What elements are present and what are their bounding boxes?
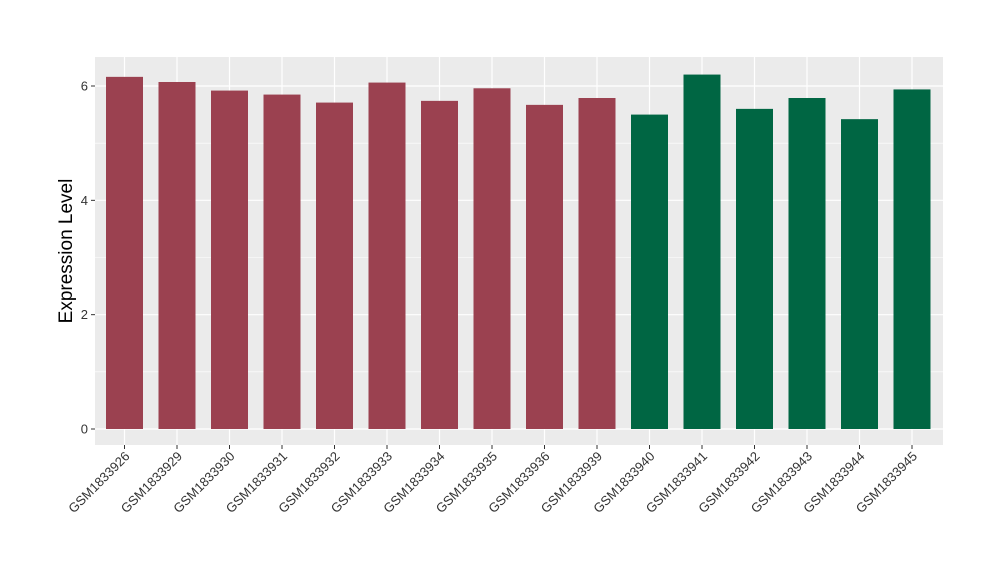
bar-GSM1833934 <box>421 100 458 429</box>
bar-GSM1833941 <box>683 74 721 430</box>
bar-GSM1833943 <box>788 98 826 429</box>
y-axis-title: Expression Level <box>56 179 77 324</box>
bar-GSM1833939 <box>578 98 616 429</box>
bar-GSM1833935 <box>473 88 511 429</box>
bars <box>106 74 931 430</box>
bar-GSM1833932 <box>316 102 353 429</box>
y-axis: 0 2 4 6 <box>81 79 95 437</box>
y-tick-label: 0 <box>81 422 88 437</box>
bar-GSM1833933 <box>368 82 406 429</box>
bar-GSM1833931 <box>263 94 301 429</box>
bar-GSM1833926 <box>106 76 143 429</box>
bar-GSM1833936 <box>526 104 563 430</box>
y-tick-label: 6 <box>81 79 88 94</box>
bar-GSM1833929 <box>158 81 196 429</box>
bar-GSM1833944 <box>841 119 878 429</box>
bar-GSM1833942 <box>736 108 773 429</box>
y-tick-label: 2 <box>81 307 88 322</box>
bar-GSM1833945 <box>893 89 931 430</box>
x-axis: GSM1833926GSM1833929GSM1833930GSM1833931… <box>65 445 920 516</box>
y-tick-label: 4 <box>81 193 88 208</box>
bar-GSM1833940 <box>631 114 668 429</box>
bar-GSM1833930 <box>211 90 248 429</box>
